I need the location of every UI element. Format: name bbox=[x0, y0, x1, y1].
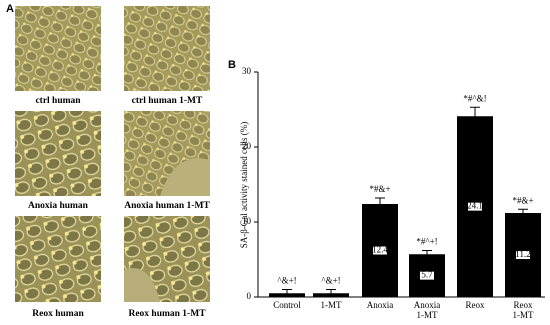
value-label: 12.4 bbox=[372, 245, 388, 255]
micrograph bbox=[15, 216, 101, 302]
x-tick-label: Reox 1-MT bbox=[513, 300, 534, 320]
value-label: 11.2 bbox=[515, 249, 530, 259]
y-tick-label: 10 bbox=[242, 216, 252, 226]
y-tick-label: 30 bbox=[242, 66, 252, 76]
image-caption: ctrl human 1-MT bbox=[132, 96, 203, 106]
significance-label: *#&+ bbox=[512, 195, 533, 205]
significance-label: ^&+! bbox=[321, 276, 340, 286]
value-label-box bbox=[468, 202, 482, 211]
x-tick-label: Reox bbox=[466, 300, 485, 310]
image-caption: Reox human 1-MT bbox=[128, 309, 206, 319]
value-label: 24.1 bbox=[467, 201, 483, 211]
image-caption: Reox human bbox=[32, 309, 84, 319]
error-bar bbox=[282, 289, 292, 297]
panel-label: B bbox=[228, 59, 236, 71]
error-bar bbox=[375, 197, 385, 210]
y-axis-label: SA-β-Gal activity stained cells (%) bbox=[239, 122, 249, 249]
micrograph bbox=[15, 6, 101, 91]
image-caption: Anoxia human 1-MT bbox=[124, 201, 210, 211]
y-tick-label: 0 bbox=[247, 291, 252, 301]
value-label-box bbox=[516, 251, 530, 259]
x-tick-label: Anoxia bbox=[367, 300, 394, 310]
x-tick-label: Anoxia 1-MT bbox=[414, 300, 441, 320]
micrograph bbox=[124, 6, 210, 91]
significance-label: *#^&! bbox=[463, 93, 486, 103]
y-tick-label: 20 bbox=[242, 141, 252, 151]
x-tick-label: Control bbox=[273, 300, 301, 310]
error-bar bbox=[422, 250, 432, 258]
x-tick-label: 1-MT bbox=[321, 300, 342, 310]
micrograph bbox=[15, 111, 101, 196]
panel-label: A bbox=[6, 3, 14, 15]
micrograph-gap bbox=[124, 268, 160, 302]
value-label-box bbox=[420, 271, 434, 280]
image-caption: Anoxia human bbox=[28, 201, 89, 211]
image-caption: ctrl human bbox=[35, 96, 81, 106]
error-bar bbox=[518, 208, 528, 217]
significance-label: ^&+! bbox=[277, 276, 296, 286]
significance-label: *#^+! bbox=[416, 237, 437, 247]
value-label: 5.7 bbox=[421, 270, 433, 280]
micrograph-gap bbox=[160, 158, 210, 196]
significance-label: *#&+ bbox=[369, 184, 390, 194]
error-bar bbox=[326, 289, 336, 297]
value-label-box bbox=[373, 246, 387, 255]
error-bar bbox=[470, 106, 480, 126]
